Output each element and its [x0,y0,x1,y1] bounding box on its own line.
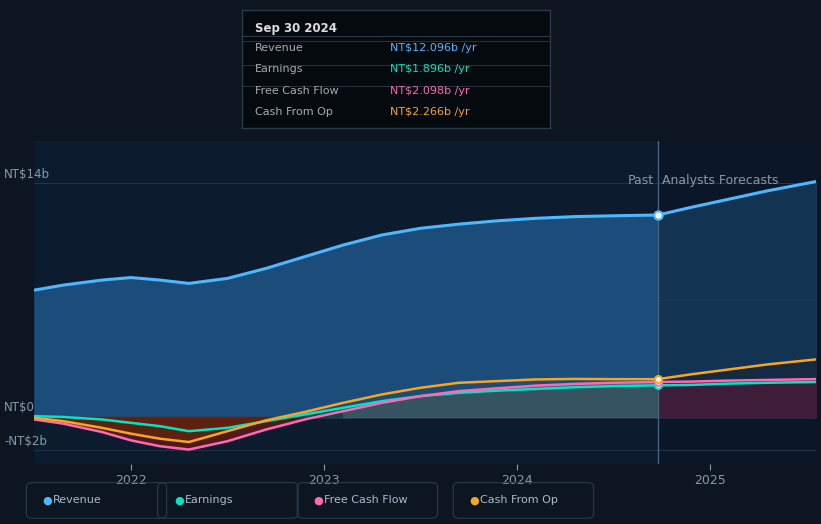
Text: NT$1.896b /yr: NT$1.896b /yr [390,64,470,74]
Text: Earnings: Earnings [255,64,303,74]
Text: ●: ● [43,495,53,506]
Text: -NT$2b: -NT$2b [4,435,47,448]
Text: Revenue: Revenue [53,495,102,506]
Text: NT$2.266b /yr: NT$2.266b /yr [390,107,470,117]
Text: Earnings: Earnings [185,495,233,506]
Text: Cash From Op: Cash From Op [480,495,558,506]
Text: Past: Past [627,173,654,187]
Text: ●: ● [314,495,323,506]
Bar [658,141,816,464]
Text: Analysts Forecasts: Analysts Forecasts [662,173,778,187]
Text: NT$2.098b /yr: NT$2.098b /yr [390,85,470,96]
Text: NT$14b: NT$14b [4,168,50,181]
Text: Free Cash Flow: Free Cash Flow [324,495,408,506]
Text: Revenue: Revenue [255,43,303,53]
Text: Sep 30 2024: Sep 30 2024 [255,22,337,35]
Text: Cash From Op: Cash From Op [255,107,333,117]
Text: ●: ● [470,495,479,506]
Text: Free Cash Flow: Free Cash Flow [255,85,338,96]
Text: NT$0: NT$0 [4,401,35,414]
Text: ●: ● [174,495,184,506]
Text: NT$12.096b /yr: NT$12.096b /yr [390,43,476,53]
